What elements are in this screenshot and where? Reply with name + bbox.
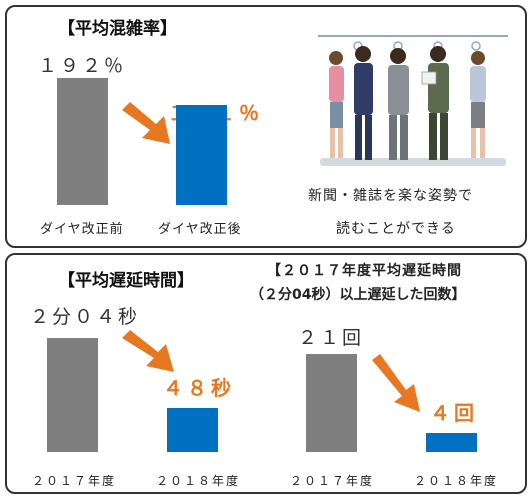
delay-count-title-line-2: （２分04秒）以上遅延した回数】 — [250, 287, 466, 303]
delay-time-title: 【平均遅延時間】 — [58, 271, 194, 291]
congestion-title: 【平均混雑率】 — [58, 19, 177, 39]
congestion-category-after: ダイヤ改正後 — [158, 222, 242, 237]
delay-time-2018-bar — [167, 408, 218, 452]
delay-count-2017-bar — [306, 354, 357, 452]
decrease-arrow-icon — [122, 102, 170, 144]
delay-time-after-value-label: ４８秒 — [163, 376, 235, 400]
delay-count-before-value-label: ２１回 — [298, 327, 365, 349]
illustration-caption-line-1: 新聞・雑誌を楽な姿勢で — [308, 188, 473, 204]
crowded-train-passengers-illustration — [318, 35, 508, 166]
delay-time-2017-bar — [47, 338, 98, 452]
delay-count-category-2018: ２０１８年度 — [414, 474, 499, 488]
delay-count-after-value-label: ４回 — [430, 401, 478, 425]
delay-count-title-line-1: 【２０１７年度平均遅延時間 — [267, 263, 462, 279]
congestion-before-bar — [57, 78, 108, 205]
delay-count-category-2017: ２０１７年度 — [290, 474, 375, 488]
illustration-caption-line-2: 読むことができる — [336, 221, 456, 237]
delay-time-before-value-label: ２分０４秒 — [30, 306, 141, 328]
delay-count-2018-bar — [426, 433, 477, 452]
delay-time-category-2017: ２０１７年度 — [32, 474, 117, 488]
decrease-arrow-icon — [372, 354, 420, 412]
congestion-after-bar — [176, 105, 227, 205]
decrease-arrow-icon — [122, 330, 174, 372]
delay-time-category-2018: ２０１８年度 — [156, 474, 241, 488]
congestion-category-before: ダイヤ改正前 — [40, 222, 124, 237]
congestion-before-value-label: １９２％ — [38, 55, 127, 77]
